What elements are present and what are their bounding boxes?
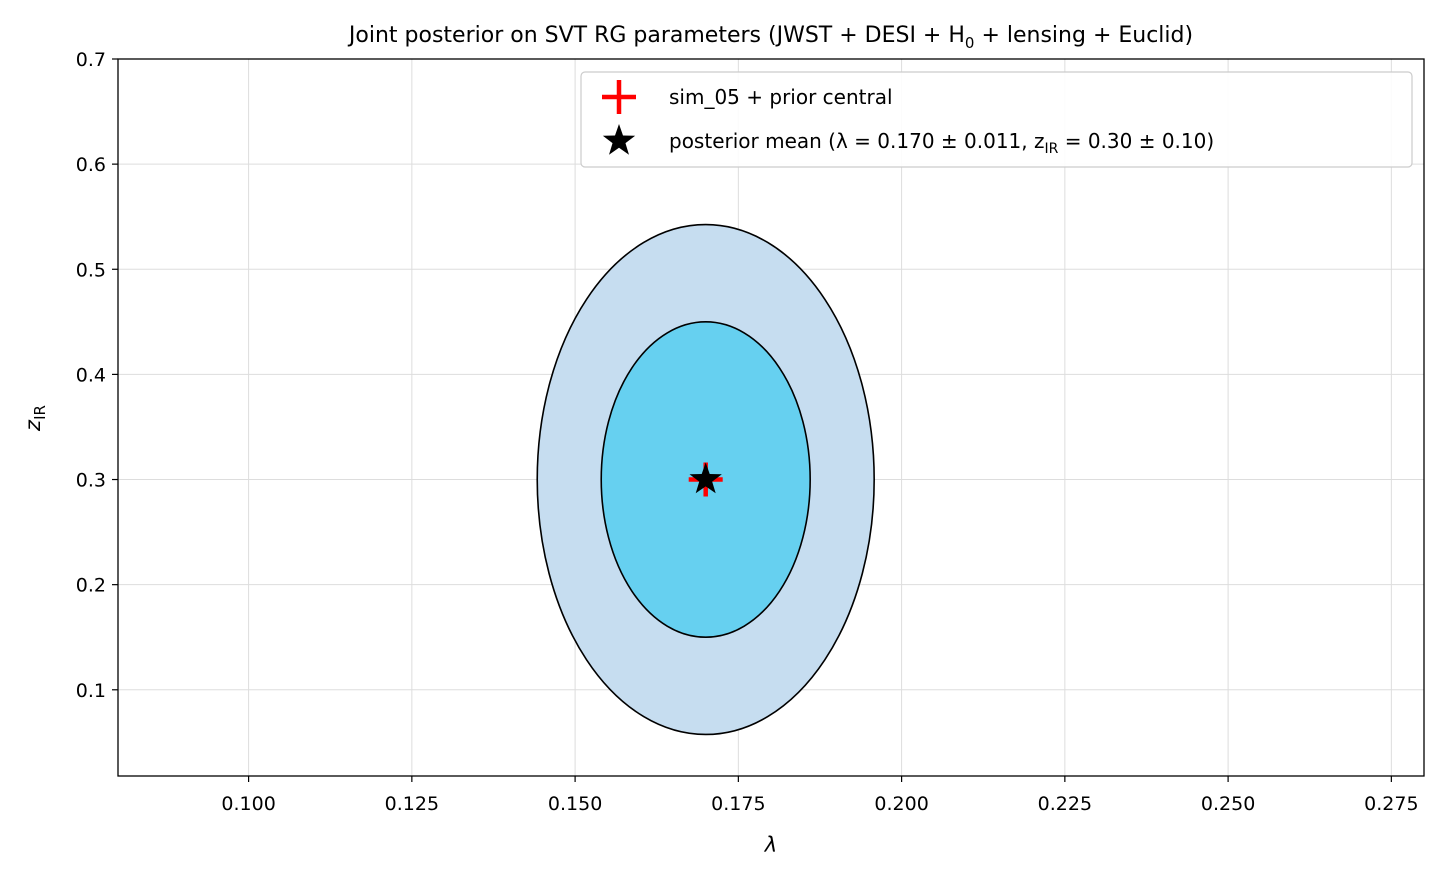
- legend-label: sim_05 + prior central: [669, 85, 893, 109]
- y-axis-label: zIR: [21, 405, 49, 432]
- x-tick-label: 0.150: [548, 793, 602, 815]
- x-axis-label: λ: [764, 833, 777, 857]
- y-tick-label: 0.2: [76, 575, 106, 597]
- y-axis-ticks: 0.1 0.2 0.3 0.4 0.5 0.6 0.7: [76, 49, 118, 702]
- x-tick-label: 0.125: [385, 793, 439, 815]
- x-tick-label: 0.200: [874, 793, 928, 815]
- chart-title: Joint posterior on SVT RG parameters (JW…: [347, 23, 1193, 52]
- x-tick-label: 0.225: [1038, 793, 1092, 815]
- x-axis-ticks: 0.100 0.125 0.150 0.175 0.200 0.225 0.250 0.275: [221, 776, 1419, 815]
- legend: sim_05 + prior central posterior mean (λ …: [580, 71, 1413, 168]
- y-tick-label: 0.4: [76, 364, 106, 386]
- plot-frame: [117, 58, 1425, 777]
- y-tick-label: 0.7: [76, 49, 106, 71]
- legend-star-marker: [602, 124, 636, 155]
- x-tick-label: 0.250: [1201, 793, 1255, 815]
- y-tick-label: 0.6: [76, 154, 106, 176]
- legend-box: [580, 71, 1413, 168]
- y-tick-label: 0.3: [76, 470, 106, 492]
- point-layer: [688, 462, 723, 497]
- legend-label: posterior mean (λ = 0.170 ± 0.011, zIR =…: [669, 129, 1214, 157]
- legend-plus-marker: [602, 80, 636, 114]
- y-axis-label-subscript: IR: [31, 405, 49, 420]
- x-tick-label: 0.100: [221, 793, 275, 815]
- y-tick-label: 0.5: [76, 259, 106, 281]
- y-tick-label: 0.1: [76, 680, 106, 702]
- marker-posterior-mean: [689, 462, 722, 494]
- chart-title-subscript: 0: [965, 34, 975, 52]
- x-tick-label: 0.275: [1364, 793, 1418, 815]
- x-tick-label: 0.175: [711, 793, 765, 815]
